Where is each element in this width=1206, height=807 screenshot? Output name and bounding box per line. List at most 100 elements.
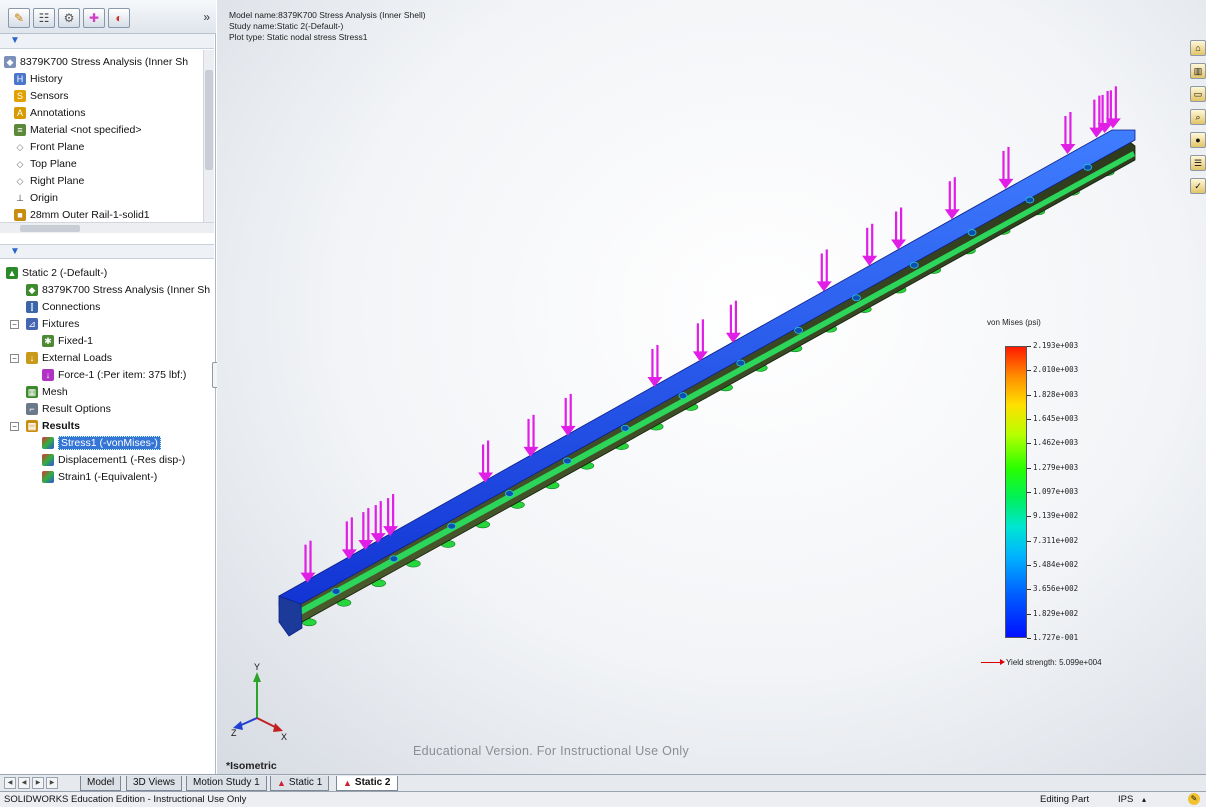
- plane-icon: ◇: [16, 158, 24, 169]
- custom-properties-icon[interactable]: ☰: [1190, 155, 1206, 171]
- configuration-manager-tab[interactable]: ⚙: [58, 8, 80, 28]
- tree-item-displacement1[interactable]: Displacement1 (-Res disp-): [42, 451, 185, 468]
- tree-item-front-plane[interactable]: ◇ Front Plane: [14, 138, 85, 155]
- units-selector[interactable]: IPS: [1118, 794, 1134, 805]
- tree-item-results[interactable]: ▤ Results: [26, 417, 80, 434]
- results-expander[interactable]: −: [10, 422, 19, 431]
- tree-item-solid-body[interactable]: ■ 28mm Outer Rail-1-solid1: [14, 206, 150, 223]
- study-tab-icon: ▲: [277, 778, 286, 788]
- dimxpert-tab[interactable]: ✚: [83, 8, 105, 28]
- configuration-manager-icon: ⚙: [63, 11, 75, 25]
- file-explorer-icon[interactable]: ▭: [1190, 86, 1206, 102]
- tree-item-external-loads[interactable]: ↓ External Loads: [26, 349, 112, 366]
- tab-3d-views[interactable]: 3D Views: [126, 776, 183, 791]
- beam-hole: [1025, 196, 1035, 204]
- units-dropdown-arrow-icon[interactable]: ▴: [1142, 795, 1147, 804]
- load-arrow-icon: [341, 517, 357, 560]
- tab-motion-study-1[interactable]: Motion Study 1: [186, 776, 267, 791]
- search-icon[interactable]: ⌕: [1190, 109, 1206, 125]
- yield-strength-marker: Yield strength: 5.099e+004: [981, 658, 1102, 667]
- tree-item-label: Results: [42, 419, 80, 432]
- property-manager-tab[interactable]: ☷: [33, 8, 55, 28]
- tree-item-study-part[interactable]: ◆ 8379K700 Stress Analysis (Inner Sh: [26, 281, 210, 298]
- tree-item-result-options[interactable]: ⌐ Result Options: [26, 400, 111, 417]
- tree-item-connections[interactable]: ⫿ Connections: [26, 298, 100, 315]
- tab-static-1[interactable]: ▲ Static 1: [270, 776, 330, 791]
- material-icon: ≡: [14, 123, 26, 136]
- part-icon: ◆: [26, 283, 38, 296]
- simulation-advisor-icon[interactable]: ✓: [1190, 178, 1206, 194]
- tree-item-study[interactable]: ▲ Static 2 (-Default-): [6, 264, 107, 281]
- tree-item-label: Fixtures: [42, 317, 80, 330]
- tab-static-2[interactable]: ▲ Static 2: [336, 776, 398, 791]
- triad-x-label: X: [281, 732, 287, 740]
- tree-item-right-plane[interactable]: ◇ Right Plane: [14, 172, 85, 189]
- fixtures-icon: ⊿: [26, 317, 38, 330]
- legend-tick: [1027, 394, 1031, 396]
- external-loads-expander[interactable]: −: [10, 354, 19, 363]
- load-arrow-icon: [478, 440, 494, 483]
- feature-tree-vscroll[interactable]: [203, 50, 214, 222]
- scroll-thumb[interactable]: [20, 225, 80, 232]
- tree-item-annotations[interactable]: A Annotations: [14, 104, 85, 121]
- load-arrow-icon: [891, 207, 907, 250]
- load-arrow-icon: [370, 501, 386, 544]
- tree-item-force-1[interactable]: ↓ Force-1 (:Per item: 375 lbf:): [42, 366, 186, 383]
- tree-item-label: Top Plane: [30, 157, 77, 170]
- graphics-viewport[interactable]: Model name:8379K700 Stress Analysis (Inn…: [217, 0, 1206, 774]
- stress-plot-model[interactable]: [217, 0, 1206, 774]
- tree-item-mesh[interactable]: ▦ Mesh: [26, 383, 68, 400]
- tab-model[interactable]: Model: [80, 776, 122, 791]
- dimxpert-icon: ✚: [88, 11, 100, 25]
- beam-hole: [620, 424, 630, 432]
- tree-item-material[interactable]: ≡ Material <not specified>: [14, 121, 141, 138]
- appearances-icon[interactable]: ●: [1190, 132, 1206, 148]
- tree-item-strain1[interactable]: Strain1 (-Equivalent-): [42, 468, 157, 485]
- load-arrow-icon: [1105, 86, 1121, 129]
- study-tree-filter[interactable]: ▼: [0, 244, 214, 259]
- load-arrow-icon: [725, 300, 741, 343]
- scroll-thumb[interactable]: [205, 70, 213, 170]
- tree-item-sensors[interactable]: S Sensors: [14, 87, 69, 104]
- load-arrow-icon: [358, 508, 374, 551]
- tree-item-stress1[interactable]: Stress1 (-vonMises-): [42, 434, 161, 451]
- tree-item-history[interactable]: H History: [14, 70, 63, 87]
- legend-tick: [1027, 516, 1031, 518]
- tree-item-origin[interactable]: ⊥ Origin: [14, 189, 58, 206]
- tree-item-label: 8379K700 Stress Analysis (Inner Sh: [42, 283, 211, 296]
- load-arrow-icon: [816, 249, 832, 292]
- fixtures-expander[interactable]: −: [10, 320, 19, 329]
- tab-nav-first[interactable]: ◀: [4, 777, 16, 789]
- load-arrow-icon: [523, 414, 539, 457]
- legend-value-label: 1.727e-001: [1033, 633, 1079, 642]
- tree-item-label: Fixed-1: [58, 334, 94, 347]
- rebuild-status-icon[interactable]: ✎: [1188, 793, 1200, 805]
- force-icon: ↓: [42, 368, 54, 381]
- stress-plot-icon: [42, 436, 54, 449]
- tree-item-fixed-1[interactable]: ✱ Fixed-1: [42, 332, 93, 349]
- feature-tree-hscroll[interactable]: [0, 222, 214, 233]
- display-manager-tab[interactable]: ◐: [108, 8, 130, 28]
- beam-hole: [505, 490, 514, 497]
- model-name-text: Model name:8379K700 Stress Analysis (Inn…: [229, 10, 426, 20]
- tree-item-label: Right Plane: [30, 174, 85, 187]
- feature-tree-filter[interactable]: ▼: [0, 34, 214, 49]
- display-manager-icon: ◐: [115, 11, 123, 25]
- plane-icon: ◇: [16, 141, 24, 152]
- more-tabs-button[interactable]: »: [203, 10, 210, 24]
- tab-nav-prev[interactable]: ◀: [18, 777, 30, 789]
- beam-hole: [331, 587, 341, 595]
- feature-manager-tab[interactable]: ✎: [8, 8, 30, 28]
- tab-nav-last[interactable]: ▶: [46, 777, 58, 789]
- design-library-icon[interactable]: ▥: [1190, 63, 1206, 79]
- tree-item-part[interactable]: ◆ 8379K700 Stress Analysis (Inner Sh: [4, 53, 188, 70]
- study-tree: ▲ Static 2 (-Default-) ◆ 8379K700 Stress…: [0, 262, 212, 492]
- tree-item-fixtures[interactable]: ⊿ Fixtures: [26, 315, 79, 332]
- tab-nav-next[interactable]: ▶: [32, 777, 44, 789]
- solidworks-resources-icon[interactable]: ⌂: [1190, 40, 1206, 56]
- tree-item-top-plane[interactable]: ◇ Top Plane: [14, 155, 77, 172]
- stress-legend[interactable]: von Mises (psi) 2.193e+003 2.010e+003 1.82…: [981, 318, 1147, 678]
- triad-z-label: Z: [231, 728, 237, 738]
- load-arrow-icon: [862, 223, 878, 266]
- legend-value-label: 1.645e+003: [1033, 414, 1079, 423]
